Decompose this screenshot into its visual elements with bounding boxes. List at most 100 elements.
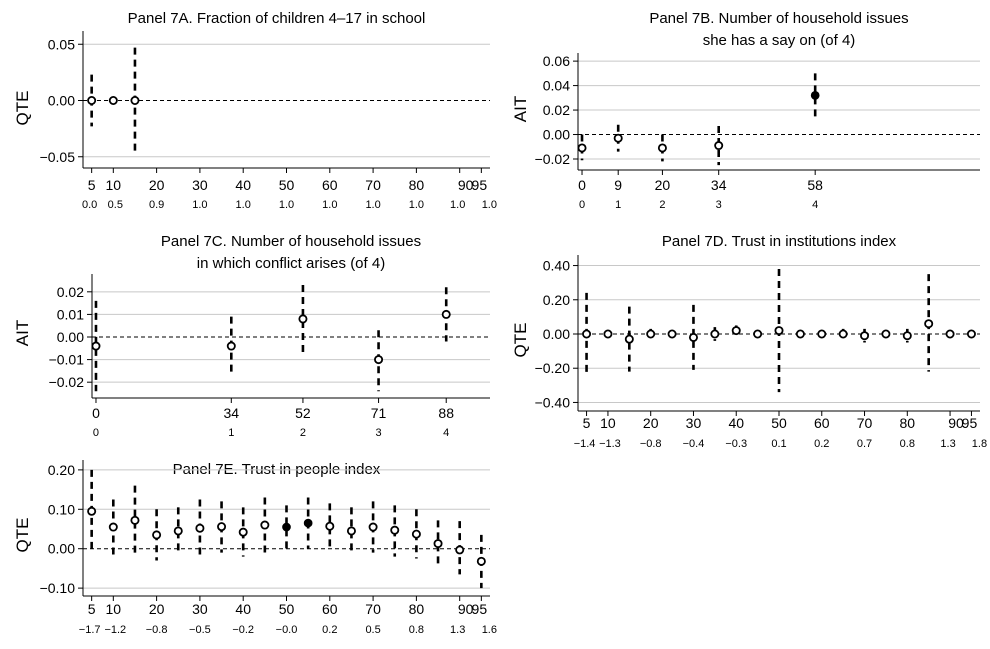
panel-title: Panel 7A. Fraction of children 4–17 in s… (128, 10, 426, 27)
estimate-point (657, 143, 667, 153)
x-tick-value-label: 0.7 (857, 438, 872, 450)
estimate-point (838, 329, 848, 339)
estimate-point (390, 525, 400, 535)
x-tick-label: 70 (857, 415, 873, 431)
x-tick-value-label: 1.3 (940, 438, 955, 450)
x-tick-label: 52 (295, 405, 311, 421)
estimate-point-significant (810, 91, 820, 100)
estimate-point (646, 329, 656, 339)
x-tick-value-label: 1.8 (972, 438, 987, 450)
x-tick-label: 20 (655, 177, 671, 193)
estimate-point (688, 332, 698, 342)
panel-title: Panel 7B. Number of household issues (649, 10, 908, 27)
panel-title: she has a say on (of 4) (703, 32, 856, 49)
estimate-point (108, 522, 118, 532)
estimate-point (195, 523, 205, 533)
x-tick-value-label: 0 (579, 199, 585, 211)
x-tick-value-label: −0.3 (725, 438, 747, 450)
x-tick-label: 34 (224, 405, 240, 421)
estimate-point (173, 526, 183, 536)
panel-title: Panel 7C. Number of household issues (161, 233, 421, 250)
estimate-point (603, 329, 613, 339)
x-tick-label: 40 (728, 415, 744, 431)
y-tick-label: 0.10 (48, 501, 75, 517)
x-tick-value-label: −0.8 (146, 624, 168, 636)
y-tick-label: 0.00 (48, 93, 75, 109)
estimate-point (238, 527, 248, 537)
x-tick-value-label: 0.5 (108, 199, 123, 211)
x-tick-label: 40 (235, 601, 251, 617)
estimate-point (374, 355, 384, 365)
y-tick-label: 0.02 (543, 102, 570, 118)
x-tick-label: 70 (365, 177, 381, 193)
estimate-point (455, 545, 465, 555)
x-tick-value-label: 1 (615, 199, 621, 211)
x-tick-value-label: 1.0 (279, 199, 294, 211)
y-tick-label: −0.05 (40, 149, 76, 165)
x-tick-value-label: −0.8 (640, 438, 662, 450)
estimate-point (731, 326, 741, 336)
x-tick-value-label: −1.2 (104, 624, 126, 636)
x-tick-value-label: 2 (659, 199, 665, 211)
x-tick-value-label: 0.2 (814, 438, 829, 450)
estimate-point-significant (282, 522, 291, 532)
x-tick-label: 5 (88, 177, 96, 193)
y-tick-label: −0.40 (535, 394, 571, 410)
y-tick-label: −0.02 (535, 151, 571, 167)
x-tick-label: 90 (458, 177, 474, 193)
x-tick-label: 30 (192, 177, 208, 193)
x-tick-value-label: 3 (716, 199, 722, 211)
y-axis-label: QTE (13, 91, 32, 126)
x-tick-label: 80 (409, 601, 425, 617)
x-tick-label: 0 (92, 405, 100, 421)
x-tick-value-label: 1.3 (450, 624, 465, 636)
x-tick-value-label: −0.2 (232, 624, 254, 636)
x-tick-value-label: 1.0 (322, 199, 337, 211)
y-axis-label: AIT (511, 96, 530, 122)
estimate-point (710, 329, 720, 339)
x-tick-label: 40 (235, 177, 251, 193)
x-tick-label: 10 (600, 415, 616, 431)
x-tick-label: 95 (472, 177, 488, 193)
estimate-point (152, 530, 162, 540)
x-tick-value-label: −0.4 (683, 438, 705, 450)
x-tick-value-label: −1.7 (79, 624, 101, 636)
y-tick-label: 0.00 (543, 326, 570, 342)
estimate-point (817, 329, 827, 339)
x-tick-label: 50 (279, 177, 295, 193)
x-tick-label: 88 (438, 405, 454, 421)
panel-7a: Panel 7A. Fraction of children 4–17 in s… (13, 10, 497, 211)
estimate-point (226, 341, 236, 351)
x-tick-label: 10 (106, 177, 122, 193)
estimate-point (433, 539, 443, 549)
estimate-point (753, 329, 763, 339)
x-tick-value-label: −0.5 (189, 624, 211, 636)
y-tick-label: 0.06 (543, 53, 570, 69)
x-tick-label: 5 (88, 601, 96, 617)
x-tick-value-label: 1.6 (482, 624, 497, 636)
estimate-point (577, 143, 587, 153)
x-tick-value-label: 4 (443, 427, 449, 439)
panel-7c: Panel 7C. Number of household issues in w… (13, 233, 490, 439)
estimate-point (346, 526, 356, 536)
panel-title: Panel 7D. Trust in institutions index (662, 233, 897, 250)
estimate-point (91, 341, 101, 351)
y-tick-label: 0.04 (543, 78, 570, 94)
x-tick-label: 10 (106, 601, 122, 617)
y-tick-label: 0.40 (543, 258, 570, 274)
x-tick-label: 20 (149, 601, 165, 617)
x-tick-value-label: 0.1 (771, 438, 786, 450)
x-tick-label: 80 (409, 177, 425, 193)
x-tick-label: 20 (643, 415, 659, 431)
panel-7d: Panel 7D. Trust in institutions index −0.… (511, 233, 987, 450)
estimate-point (902, 331, 912, 341)
y-tick-label: 0.20 (48, 462, 75, 478)
x-tick-label: 9 (614, 177, 622, 193)
estimate-point (924, 319, 934, 329)
x-tick-value-label: 0.8 (900, 438, 915, 450)
y-tick-label: 0.00 (543, 127, 570, 143)
x-tick-value-label: 1.0 (482, 199, 497, 211)
panel-title: in which conflict arises (of 4) (197, 255, 385, 272)
x-tick-label: 30 (686, 415, 702, 431)
estimate-point (130, 515, 140, 525)
